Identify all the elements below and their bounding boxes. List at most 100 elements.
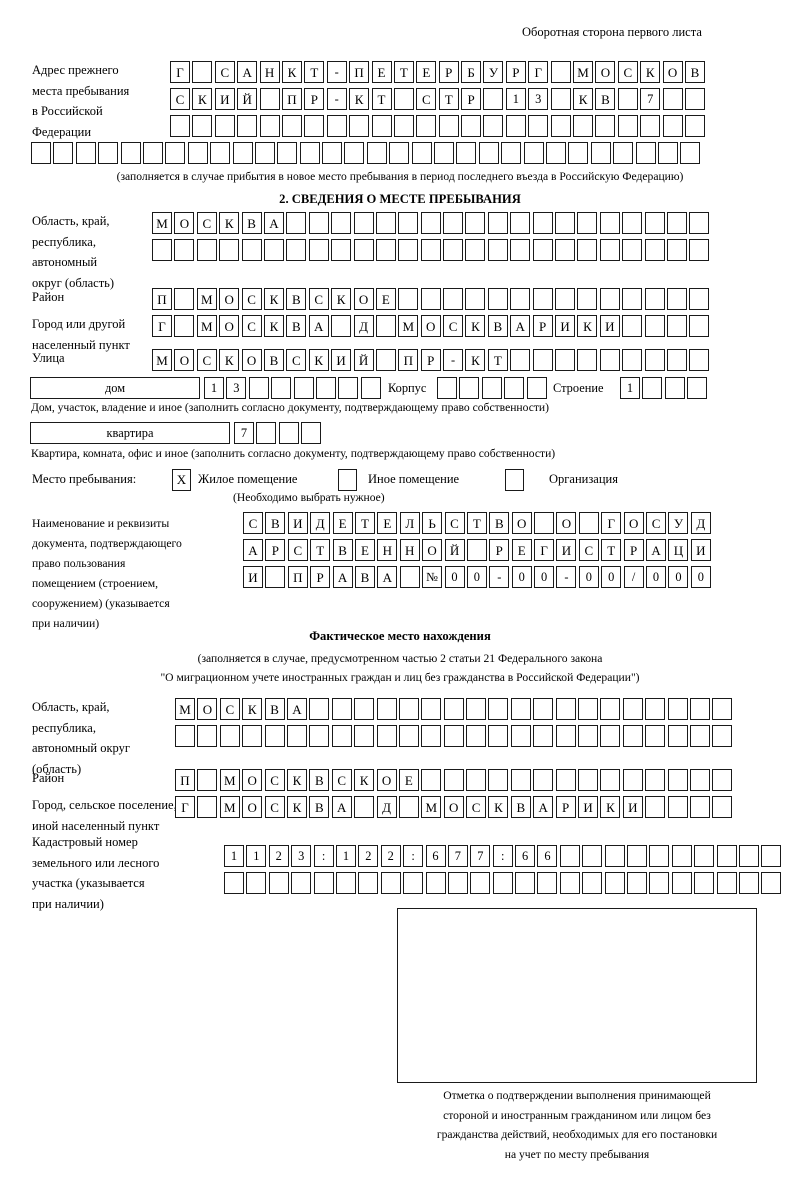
section2-region-cell-12[interactable] <box>398 239 419 261</box>
previous-address-cell-14[interactable]: Р <box>461 88 482 110</box>
document-basis-cell-21[interactable]: Д <box>690 512 711 534</box>
document-basis-cell-7[interactable]: Н <box>377 539 398 561</box>
actual-region-cell-4[interactable] <box>242 725 263 747</box>
document-basis-cell-1[interactable]: И <box>243 566 263 588</box>
actual-district-cell-20[interactable] <box>600 769 621 791</box>
previous-address-cell-23[interactable]: О <box>662 61 683 83</box>
actual-region-cell-7[interactable] <box>309 725 330 747</box>
document-basis-cell-7[interactable]: А <box>377 566 398 588</box>
section2-city-cell-24[interactable] <box>666 315 687 337</box>
section2-district-cell-20[interactable] <box>577 288 598 310</box>
previous-address-cell-22[interactable] <box>640 115 661 137</box>
section2-street-cell-16[interactable]: Т <box>487 349 508 371</box>
actual-city-cell-10[interactable]: Д <box>376 796 397 818</box>
previous-address-cell-1[interactable] <box>170 115 190 137</box>
section2-street-cell-11[interactable] <box>375 349 396 371</box>
actual-city-cell-25[interactable] <box>712 796 733 818</box>
previous-address-cell-10[interactable] <box>371 115 392 137</box>
section2-street-cell-1[interactable]: М <box>152 349 172 371</box>
document-basis-cell-10[interactable]: С <box>444 512 465 534</box>
section2-region-cell-4[interactable]: К <box>219 212 240 234</box>
previous-address-cell-18[interactable] <box>411 142 432 164</box>
section2-city-cell-21[interactable]: И <box>599 315 620 337</box>
section2-city-cell-5[interactable]: С <box>241 315 262 337</box>
section2-street-cell-12[interactable]: П <box>398 349 419 371</box>
section2-region-cell-6[interactable] <box>263 239 284 261</box>
cadastral-cell-25[interactable] <box>761 845 782 867</box>
previous-address-cell-15[interactable] <box>483 115 504 137</box>
section2-district-cell-9[interactable]: К <box>331 288 352 310</box>
previous-address-cell-8[interactable] <box>326 115 347 137</box>
actual-city-cell-20[interactable]: К <box>600 796 621 818</box>
section2-city-cell-2[interactable] <box>174 315 195 337</box>
cadastral-cell-16[interactable] <box>559 872 580 894</box>
actual-city-cell-24[interactable] <box>689 796 710 818</box>
section2-region-cell-24[interactable] <box>666 239 687 261</box>
document-basis-cell-14[interactable] <box>534 512 555 534</box>
document-basis-cell-2[interactable]: В <box>265 512 286 534</box>
section2-district-cell-24[interactable] <box>666 288 687 310</box>
previous-address-cell-16[interactable]: 1 <box>505 88 526 110</box>
previous-address-cell-14[interactable] <box>461 115 482 137</box>
document-basis-cell-16[interactable] <box>578 512 599 534</box>
previous-address-cell-14[interactable]: Б <box>461 61 482 83</box>
cadastral-cell-5[interactable] <box>313 872 334 894</box>
cadastral-cell-14[interactable] <box>515 872 536 894</box>
korpus-cell-4[interactable] <box>504 377 525 399</box>
previous-address-cell-20[interactable]: О <box>595 61 616 83</box>
actual-region-cell-3[interactable]: С <box>219 698 240 720</box>
previous-address-cell-7[interactable] <box>304 115 325 137</box>
document-basis-cell-15[interactable]: И <box>556 539 577 561</box>
section2-street-cell-21[interactable] <box>599 349 620 371</box>
korpus-cell-1[interactable] <box>437 377 457 399</box>
section2-street-cell-13[interactable]: Р <box>420 349 441 371</box>
document-basis-cell-4[interactable]: Т <box>310 539 331 561</box>
section2-region-cell-15[interactable] <box>465 212 486 234</box>
section2-region-cell-3[interactable] <box>196 239 217 261</box>
section2-street-cell-4[interactable]: К <box>219 349 240 371</box>
actual-city-cell-11[interactable] <box>398 796 419 818</box>
section2-street-cell-7[interactable]: С <box>286 349 307 371</box>
actual-city-cell-2[interactable] <box>197 796 218 818</box>
house-number-cell-2[interactable]: 3 <box>226 377 247 399</box>
previous-address-cell-4[interactable]: А <box>237 61 258 83</box>
actual-city-cell-18[interactable]: Р <box>555 796 576 818</box>
previous-address-cell-3[interactable] <box>214 115 235 137</box>
section2-region-cell-11[interactable] <box>375 239 396 261</box>
actual-region-cell-17[interactable] <box>533 698 554 720</box>
previous-address-cell-13[interactable] <box>299 142 320 164</box>
actual-region-cell-22[interactable] <box>645 725 666 747</box>
previous-address-cell-20[interactable]: В <box>595 88 616 110</box>
previous-address-cell-8[interactable] <box>187 142 208 164</box>
document-basis-cell-13[interactable]: Е <box>511 539 532 561</box>
previous-address-cell-13[interactable]: Р <box>438 61 459 83</box>
previous-address-cell-6[interactable]: П <box>281 88 302 110</box>
actual-region-cell-16[interactable] <box>510 698 531 720</box>
previous-address-cell-7[interactable]: Т <box>304 61 325 83</box>
previous-address-cell-16[interactable] <box>366 142 387 164</box>
actual-region-cell-1[interactable]: М <box>175 698 195 720</box>
section2-region-cell-13[interactable] <box>420 212 441 234</box>
previous-address-cell-19[interactable] <box>434 142 455 164</box>
apartment-row[interactable]: 7 <box>234 422 322 444</box>
section2-region-cell-19[interactable] <box>555 212 576 234</box>
document-basis-cell-9[interactable]: О <box>422 539 443 561</box>
section2-district-cell-6[interactable]: К <box>263 288 284 310</box>
actual-region-cell-1[interactable] <box>175 725 195 747</box>
actual-district-cell-18[interactable] <box>555 769 576 791</box>
section2-district-cell-19[interactable] <box>555 288 576 310</box>
previous-address-cell-11[interactable] <box>393 88 414 110</box>
actual-region-cell-10[interactable] <box>376 725 397 747</box>
section2-district-cell-21[interactable] <box>599 288 620 310</box>
actual-region-cell-20[interactable] <box>600 698 621 720</box>
document-basis-cell-16[interactable]: 0 <box>578 566 599 588</box>
actual-district-cell-19[interactable] <box>578 769 599 791</box>
previous-address-cell-4[interactable]: Й <box>237 88 258 110</box>
actual-city-cell-17[interactable]: А <box>533 796 554 818</box>
previous-address-cell-23[interactable] <box>662 88 683 110</box>
section2-city-cell-17[interactable]: А <box>510 315 531 337</box>
actual-region-cell-24[interactable] <box>689 725 710 747</box>
section2-district-cell-14[interactable] <box>443 288 464 310</box>
